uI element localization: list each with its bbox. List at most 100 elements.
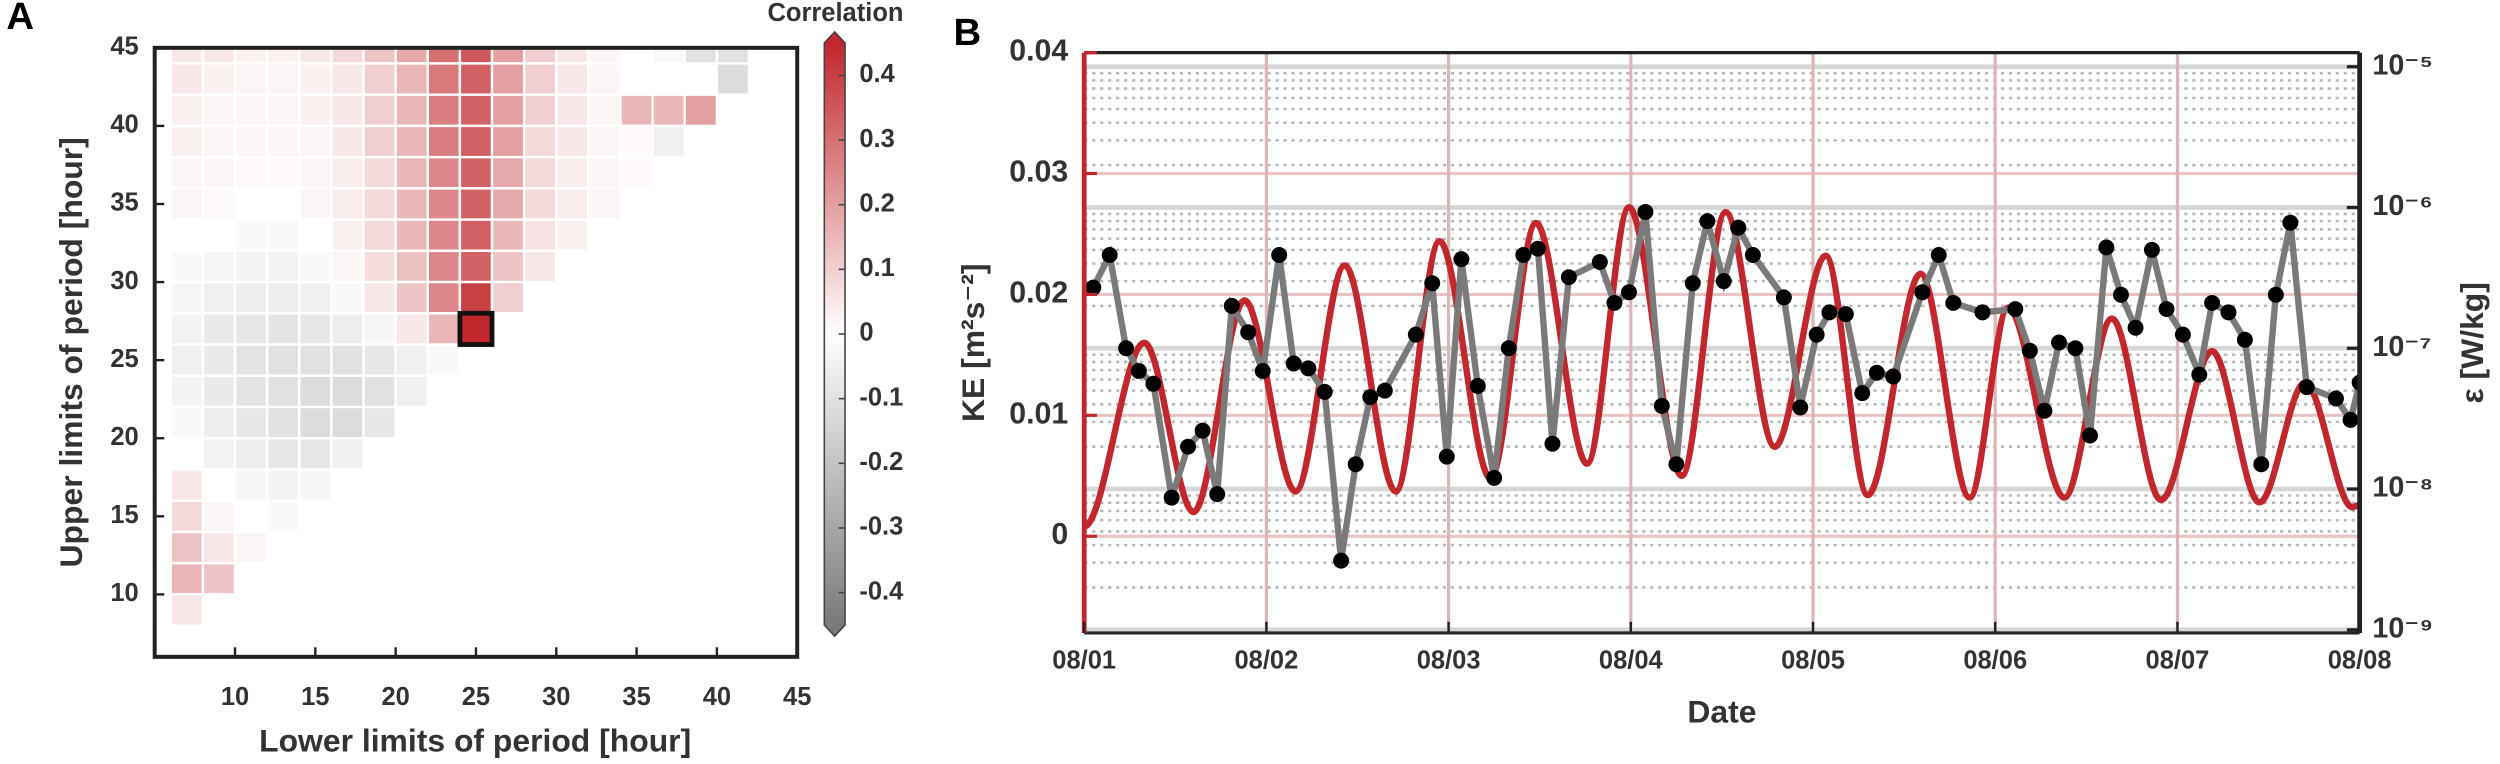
epsilon-point	[2067, 340, 2084, 357]
heatmap-cell	[201, 93, 237, 128]
colorbar-label: Correlation	[767, 0, 903, 27]
y-tick-label: 0	[1051, 518, 1068, 551]
heatmap-cell	[201, 62, 237, 96]
epsilon-point	[2143, 241, 2160, 258]
x-tick-label: 08/06	[1963, 646, 2027, 674]
epsilon-point	[1668, 456, 1685, 473]
epsilon-point	[2127, 319, 2144, 336]
highlight-box	[457, 310, 495, 347]
epsilon-point	[1529, 240, 1546, 257]
heatmap-cell	[458, 187, 494, 221]
heatmap-cell	[619, 93, 654, 128]
heatmap-cell	[426, 280, 462, 315]
heatmap-cell	[651, 62, 686, 96]
heatmap-cell	[298, 312, 333, 346]
heatmap-cell	[683, 93, 719, 128]
heatmap-cell	[298, 405, 333, 440]
x-tick-label: 15	[301, 683, 329, 711]
heatmap-cell	[233, 374, 269, 409]
heatmap-cell	[490, 155, 526, 190]
colorbar-tick-label: -0.1	[859, 383, 903, 411]
colorbar-tick-label: 0	[859, 319, 873, 347]
heatmap-cell	[265, 280, 301, 315]
epsilon-point	[1333, 552, 1350, 569]
epsilon-point	[1544, 435, 1561, 452]
heatmap-cell	[394, 62, 429, 96]
heatmap-cell	[394, 218, 429, 253]
y-axis-label: Upper limits of period [hour]	[53, 137, 89, 567]
epsilon-point	[1930, 247, 1947, 263]
heatmap-cell	[201, 312, 237, 346]
epsilon-point	[1300, 360, 1317, 377]
y-tick-label: 30	[110, 267, 138, 295]
epsilon-point	[2342, 411, 2359, 428]
epsilon-point	[1316, 383, 1333, 400]
heatmap-cell	[587, 62, 622, 96]
colorbar-tick-label: -0.4	[859, 577, 904, 605]
heatmap-cell	[233, 124, 269, 159]
heatmap-cell	[233, 530, 269, 565]
heatmap-cell	[330, 62, 365, 96]
heatmap-cell	[233, 249, 269, 284]
heatmap-cell	[201, 374, 237, 409]
heatmap-cell	[233, 468, 269, 502]
heatmap-cell	[265, 124, 301, 159]
x-axis-label: Date	[1687, 694, 1756, 730]
y2-axis-label: ε [W/kg]	[2454, 282, 2490, 403]
colorbar-tick-label: -0.2	[859, 448, 903, 476]
heatmap-cell	[394, 187, 429, 221]
heatmap-cell	[169, 530, 205, 565]
heatmap-cell	[555, 187, 590, 221]
heatmap-cell	[362, 124, 397, 159]
heatmap-cell	[201, 249, 237, 284]
heatmap-cell	[458, 249, 494, 284]
heatmap-cell	[555, 218, 590, 253]
heatmap-cell	[651, 93, 686, 128]
heatmap-cell	[298, 155, 333, 190]
x-tick-label: 40	[703, 683, 731, 711]
y-tick-label: 0.02	[1009, 276, 1068, 309]
heatmap-cell	[201, 561, 237, 596]
heatmap-cell	[201, 499, 237, 534]
epsilon-point	[1653, 397, 1670, 414]
epsilon-point	[1821, 304, 1838, 321]
heatmap-cell	[426, 343, 462, 377]
epsilon-point	[2021, 342, 2038, 359]
heatmap-cell	[362, 62, 397, 96]
epsilon-point	[1254, 362, 1271, 379]
heatmap-cell	[298, 437, 333, 471]
heatmap-cell	[490, 249, 526, 284]
heatmap-cell	[394, 374, 429, 409]
heatmap-cell	[394, 249, 429, 284]
heatmap-cell	[169, 468, 205, 502]
heatmap-cell	[298, 374, 333, 409]
x-tick-label: 08/02	[1234, 646, 1298, 674]
epsilon-point	[2298, 379, 2315, 396]
heatmap-cell	[169, 561, 205, 596]
heatmap-cell	[169, 280, 205, 315]
heatmap-cell	[298, 468, 333, 502]
epsilon-point	[2082, 427, 2098, 444]
heatmap-cell	[233, 499, 269, 534]
y2-tick-label: 10⁻⁶	[2372, 190, 2432, 222]
epsilon-point	[1163, 489, 1180, 506]
epsilon-point	[1515, 247, 1532, 263]
heatmap-cell	[490, 187, 526, 221]
epsilon-point	[2174, 326, 2191, 343]
x-axis-label: Lower limits of period [hour]	[259, 722, 691, 758]
heatmap-cell	[555, 62, 590, 96]
epsilon-point	[1347, 456, 1364, 473]
heatmap-cell	[490, 218, 526, 253]
heatmap-cell	[587, 93, 622, 128]
series-layer	[1084, 203, 2360, 569]
heatmap-cell	[394, 93, 429, 128]
heatmap-cell	[330, 405, 365, 440]
heatmap-cell	[426, 155, 462, 190]
heatmap-cell	[458, 280, 494, 315]
heatmap-cell	[169, 93, 205, 128]
heatmap-cell	[265, 468, 301, 502]
y-tick-label: 35	[110, 189, 138, 217]
y2-tick-label: 10⁻⁵	[2372, 49, 2433, 81]
epsilon-point	[2220, 304, 2237, 321]
epsilon-point	[1285, 355, 1302, 372]
